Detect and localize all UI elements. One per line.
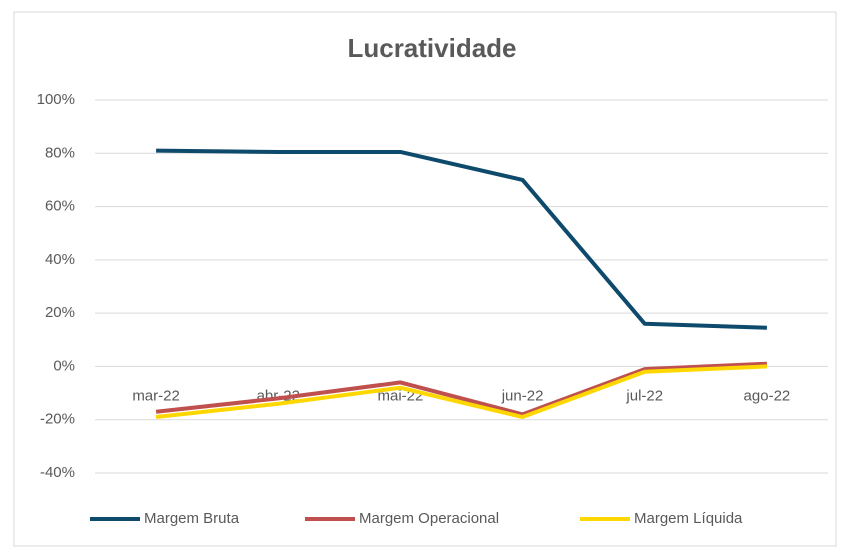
x-tick-label: mar-22 xyxy=(132,387,180,404)
y-tick-label: 0% xyxy=(53,357,75,374)
x-tick-label: ago-22 xyxy=(744,387,791,404)
y-tick-label: -40% xyxy=(40,464,75,481)
legend-label: Margem Operacional xyxy=(359,510,499,527)
x-tick-label: jul-22 xyxy=(625,387,663,404)
chart-title: Lucratividade xyxy=(347,33,516,63)
x-tick-label: jun-22 xyxy=(501,387,544,404)
y-tick-label: 80% xyxy=(45,144,75,161)
series-line xyxy=(156,148,767,330)
y-tick-label: 20% xyxy=(45,304,75,321)
y-tick-label: 60% xyxy=(45,198,75,215)
legend-label: Margem Líquida xyxy=(634,510,743,527)
series-line xyxy=(155,361,768,417)
series-line xyxy=(155,364,768,420)
y-tick-label: 100% xyxy=(37,91,75,108)
chart-border xyxy=(13,11,837,547)
legend-label: Margem Bruta xyxy=(144,510,240,527)
y-tick-label: 40% xyxy=(45,251,75,268)
y-tick-label: -20% xyxy=(40,411,75,428)
